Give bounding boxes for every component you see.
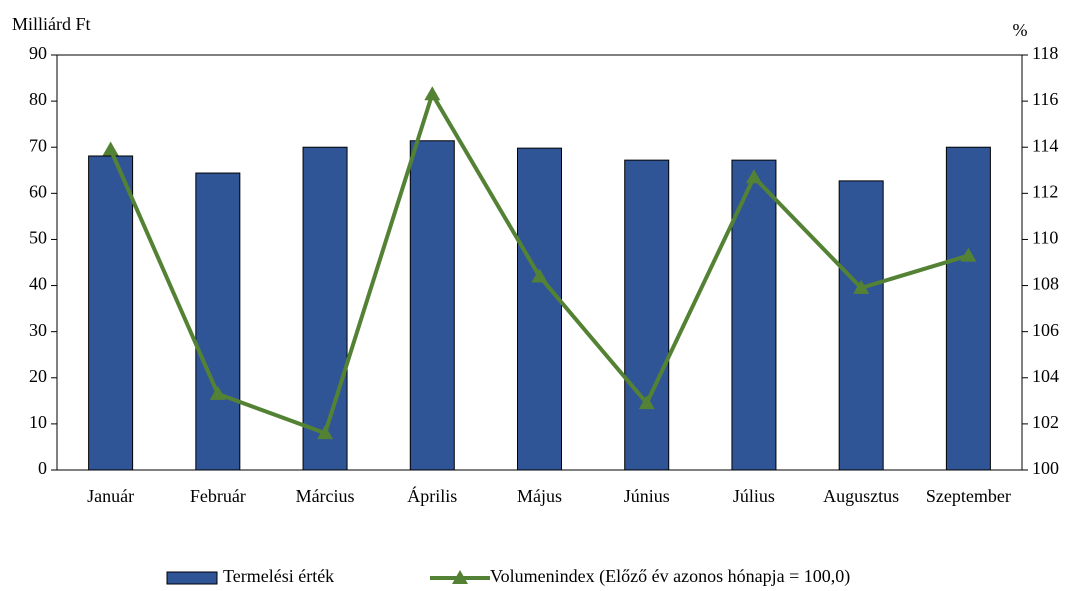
x-tick-label: Szeptember	[926, 486, 1011, 506]
y-tick-label: 50	[29, 228, 47, 248]
y-tick-label: 80	[29, 89, 47, 109]
marker	[853, 279, 870, 294]
y2-tick-label: 114	[1032, 135, 1058, 155]
marker	[745, 169, 762, 184]
y-tick-label: 70	[29, 135, 47, 155]
y-tick-label: 30	[29, 320, 47, 340]
legend-swatch	[166, 571, 218, 585]
y-axis-title: Milliárd Ft	[12, 14, 91, 34]
y2-tick-label: 100	[1032, 458, 1059, 478]
marker	[531, 268, 548, 283]
x-tick-label: Április	[407, 485, 457, 506]
y-tick-label: 60	[29, 181, 47, 201]
y2-tick-label: 108	[1032, 274, 1059, 294]
y-tick-label: 20	[29, 366, 47, 386]
bar	[195, 172, 241, 471]
y2-tick-label: 116	[1032, 89, 1058, 109]
y-tick-label: 10	[29, 412, 47, 432]
bar	[838, 180, 884, 471]
x-tick-label: Május	[517, 486, 562, 506]
marker	[102, 141, 119, 156]
y-tick-label: 40	[29, 274, 47, 294]
legend-label: Volumenindex (Előző év azonos hónapja = …	[490, 566, 850, 587]
x-tick-label: Június	[624, 486, 670, 506]
bar	[517, 147, 562, 471]
y2-tick-label: 102	[1032, 412, 1059, 432]
marker	[960, 247, 977, 262]
bar	[302, 146, 348, 471]
y-tick-label: 90	[29, 43, 47, 63]
legend-marker	[452, 570, 468, 584]
legend-label: Termelési érték	[223, 566, 334, 586]
x-tick-label: Március	[296, 486, 355, 506]
y2-tick-label: 110	[1032, 228, 1058, 248]
x-tick-label: Július	[733, 486, 775, 506]
bar	[945, 146, 991, 471]
y2-tick-label: 118	[1032, 43, 1058, 63]
x-tick-label: Január	[87, 486, 134, 506]
marker	[424, 86, 441, 101]
marker	[209, 385, 226, 400]
bar	[624, 159, 670, 471]
y-tick-label: 0	[38, 458, 47, 478]
y2-tick-label: 106	[1032, 320, 1059, 340]
bar	[88, 155, 134, 471]
bar	[409, 140, 455, 471]
y2-tick-label: 112	[1032, 181, 1058, 201]
marker	[638, 395, 655, 410]
x-tick-label: Augusztus	[823, 486, 899, 506]
x-tick-label: Február	[190, 486, 246, 506]
y2-tick-label: 104	[1032, 366, 1059, 386]
marker	[317, 425, 334, 440]
y2-axis-title: %	[1013, 20, 1028, 40]
